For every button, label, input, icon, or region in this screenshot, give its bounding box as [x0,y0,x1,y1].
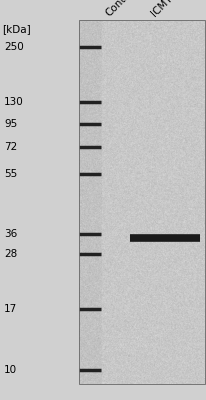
Text: 10: 10 [4,365,17,375]
Text: 55: 55 [4,169,17,179]
Text: 17: 17 [4,304,17,314]
Text: Control: Control [103,0,137,18]
Text: 250: 250 [4,42,24,52]
Text: 72: 72 [4,142,17,152]
Text: 28: 28 [4,249,17,259]
Text: [kDa]: [kDa] [2,24,31,34]
Text: 36: 36 [4,229,17,239]
Bar [78,20,204,384]
Text: ICMT: ICMT [149,0,173,18]
Text: 130: 130 [4,97,24,107]
Text: 95: 95 [4,119,17,129]
